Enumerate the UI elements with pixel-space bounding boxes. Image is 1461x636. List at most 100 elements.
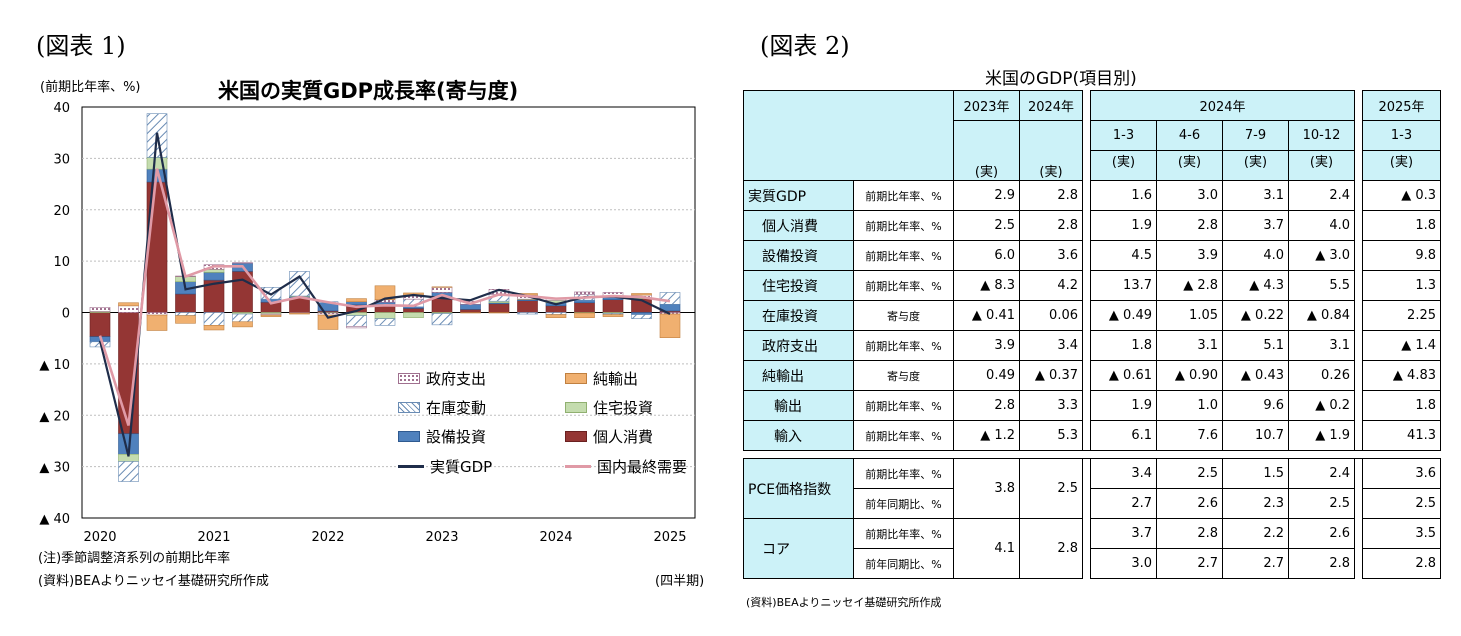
- cell: 2.5: [1019, 458, 1083, 519]
- col-2025q1: 1-3: [1362, 120, 1441, 151]
- table-row: 政府支出 前期比年率、% 3.9 3.4 1.8 3.1 5.1 3.1 ▲ 1.4: [743, 330, 1441, 361]
- row-label: 政府支出: [743, 330, 854, 361]
- cell: 2.5: [953, 210, 1020, 241]
- cell: 5.5: [1288, 270, 1355, 301]
- cell: 13.7: [1090, 270, 1157, 301]
- cell: 2.7: [1222, 548, 1289, 579]
- cell: 3.6: [1019, 240, 1083, 271]
- cell: 2.8: [953, 390, 1020, 421]
- bar-biz: [203, 272, 225, 281]
- x-tick-label: 2024: [539, 530, 572, 545]
- cell: 1.8: [1090, 330, 1157, 361]
- row-label: 個人消費: [743, 210, 854, 241]
- cell: ▲ 1.9: [1288, 420, 1355, 451]
- table-row: 輸出 前期比年率、% 2.8 3.3 1.9 1.0 9.6 ▲ 0.2 1.8: [743, 390, 1441, 421]
- cell: 3.5: [1362, 518, 1441, 549]
- x-unit-label: (四半期): [655, 574, 705, 589]
- cell: ▲ 0.90: [1156, 360, 1223, 391]
- y-tick-label: 10: [53, 255, 70, 270]
- cell: 3.4: [1090, 458, 1157, 489]
- cell: ▲ 0.49: [1090, 300, 1157, 331]
- cell: 2.5: [1156, 458, 1223, 489]
- y-tick-label: 30: [53, 152, 70, 167]
- legend-gdp: 実質GDP: [398, 456, 492, 477]
- cell: 2.8: [1019, 518, 1083, 579]
- cell: 3.1: [1222, 180, 1289, 211]
- cell: 3.1: [1156, 330, 1223, 361]
- cell: 3.6: [1362, 458, 1441, 489]
- bar-net: [146, 314, 168, 331]
- cell: ▲ 0.61: [1090, 360, 1157, 391]
- cell: 3.9: [1156, 240, 1223, 271]
- table-row: 実質GDP 前期比年率、% 2.9 2.8 1.6 3.0 3.1 2.4 ▲ 0.3: [743, 180, 1441, 211]
- bar-net: [545, 314, 567, 318]
- cell: ▲ 0.37: [1019, 360, 1083, 391]
- gdp-contribution-chart: 40 30 20 10 0 ▲ 10 ▲ 20 ▲ 30 ▲ 40 2020 2021 2022 20…: [39, 101, 696, 545]
- cell: ▲ 8.3: [953, 270, 1020, 301]
- cell: ▲ 0.3: [1362, 180, 1441, 211]
- y-tick-label: ▲ 40: [39, 512, 70, 527]
- row-label: 在庫投資: [743, 300, 854, 331]
- col-2024-actual: (実): [1019, 120, 1083, 181]
- cell: 2.4: [1288, 458, 1355, 489]
- legend-gov: 政府支出: [398, 368, 486, 389]
- col-q1: 1-3: [1090, 120, 1157, 151]
- y-tick-label: 0: [62, 307, 70, 322]
- cell: ▲ 0.84: [1288, 300, 1355, 331]
- legend-net: 純輸出: [565, 368, 638, 389]
- bar-pce: [403, 308, 424, 313]
- bar-biz: [631, 312, 652, 315]
- cell: ▲ 0.22: [1222, 300, 1289, 331]
- bar-inv: [631, 314, 652, 319]
- cell: 1.6: [1090, 180, 1157, 211]
- pce-swatch-icon: [565, 431, 587, 442]
- bar-pce: [517, 300, 538, 313]
- col-q3: 7-9: [1222, 120, 1289, 151]
- line-gdp: [98, 132, 671, 457]
- cell: ▲ 4.83: [1362, 360, 1441, 391]
- cell: 9.6: [1222, 390, 1289, 421]
- cell: 6.1: [1090, 420, 1157, 451]
- legend-inv-label: 在庫変動: [426, 399, 487, 417]
- inv-swatch-icon: [398, 402, 420, 413]
- bar-net: [659, 313, 681, 338]
- row-core-unit-yoy: 前年同期比、%: [853, 548, 954, 579]
- figure-2-label: (図表 2): [760, 32, 850, 60]
- cell: 3.1: [1288, 330, 1355, 361]
- bar-pce: [488, 303, 510, 313]
- table-row: 純輸出 寄与度 0.49 ▲ 0.37 ▲ 0.61 ▲ 0.90 ▲ 0.43 0.26 ▲ …: [743, 360, 1441, 391]
- bar-inv: [203, 312, 225, 326]
- table-title: 米国のGDP(項目別): [985, 69, 1137, 89]
- x-tick-label: 2025: [653, 530, 686, 545]
- legend-biz-label: 設備投資: [426, 428, 487, 446]
- bar-inv: [545, 312, 567, 315]
- row-unit: 前期比年率、%: [853, 180, 954, 211]
- cell: 1.8: [1362, 210, 1441, 241]
- row-pce-unit-qoq: 前期比年率、%: [853, 458, 954, 489]
- chart-title: 米国の実質GDP成長率(寄与度): [218, 79, 519, 103]
- cell: 1.5: [1222, 458, 1289, 489]
- row-unit: 前期比年率、%: [853, 240, 954, 271]
- cell: 2.5: [1288, 488, 1355, 519]
- cell: ▲ 4.3: [1222, 270, 1289, 301]
- bar-inv: [517, 312, 538, 315]
- cell: 4.5: [1090, 240, 1157, 271]
- cell: ▲ 2.8: [1156, 270, 1223, 301]
- bar-net: [289, 312, 310, 315]
- bar-gov: [232, 262, 253, 264]
- line-dom: [98, 168, 671, 426]
- col-q2: 4-6: [1156, 120, 1223, 151]
- legend-pce: 個人消費: [565, 426, 653, 447]
- x-tick-label: 2021: [197, 530, 230, 545]
- y-unit-label: (前期比年率、%): [40, 80, 141, 95]
- bar-gov: [118, 305, 139, 313]
- legend-pce-label: 個人消費: [593, 428, 654, 446]
- col-q4: 10-12: [1288, 120, 1355, 151]
- cell: 1.8: [1362, 390, 1441, 421]
- bar-inv: [175, 312, 196, 316]
- cell: 2.8: [1019, 180, 1083, 211]
- legend-dom: 国内最終需要: [565, 456, 687, 477]
- legend-res: 住宅投資: [565, 397, 653, 418]
- bar-inv: [659, 292, 681, 305]
- row-unit: 前期比年率、%: [853, 420, 954, 451]
